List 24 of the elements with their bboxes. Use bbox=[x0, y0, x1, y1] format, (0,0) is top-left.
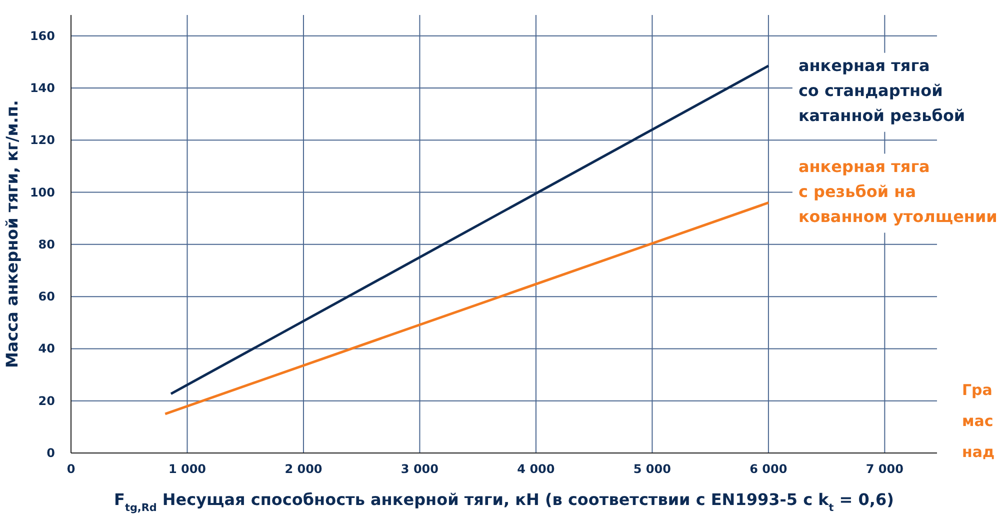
y-tick-label: 60 bbox=[38, 290, 55, 304]
y-tick-label: 120 bbox=[30, 133, 55, 148]
x-axis-title: F$_{tg,Rd}$ Несущая способность анкерной тяги, кН (в соответствии с EN1993-5 с k$_{t}$ = 0,6) bbox=[114, 490, 894, 514]
text: над bbox=[962, 442, 995, 463]
x-tick-label: 4 000 bbox=[517, 462, 555, 476]
text: мас bbox=[962, 411, 994, 432]
y-tick-label: 0 bbox=[46, 446, 55, 460]
y-tick-label: 100 bbox=[30, 185, 55, 200]
x-tick-label: 0 bbox=[66, 462, 76, 476]
y-tick-label: 80 bbox=[38, 237, 55, 252]
y-tick-label: 140 bbox=[30, 81, 55, 95]
x-tick-label: 1 000 bbox=[168, 462, 206, 476]
x-tick-label: 6 000 bbox=[750, 462, 788, 476]
y-axis-title: Масса анкерной тяги, кг/м.п. bbox=[2, 100, 22, 368]
x-tick-label: 7 000 bbox=[866, 462, 904, 476]
series-label: анкерная тяга со стандартной катанной резьбой bbox=[798, 56, 966, 126]
x-tick-label: 5 000 bbox=[633, 462, 671, 476]
y-tick-label: 20 bbox=[38, 394, 55, 408]
x-tick-label: 3 000 bbox=[400, 462, 439, 476]
y-tick-label: 40 bbox=[38, 342, 55, 356]
series-label: анкерная тяга с резьбой на кованном утолщении bbox=[798, 157, 998, 226]
text: Гра bbox=[962, 380, 994, 401]
x-tick-label: 2 000 bbox=[284, 462, 322, 476]
y-tick-label: 160 bbox=[30, 28, 55, 43]
